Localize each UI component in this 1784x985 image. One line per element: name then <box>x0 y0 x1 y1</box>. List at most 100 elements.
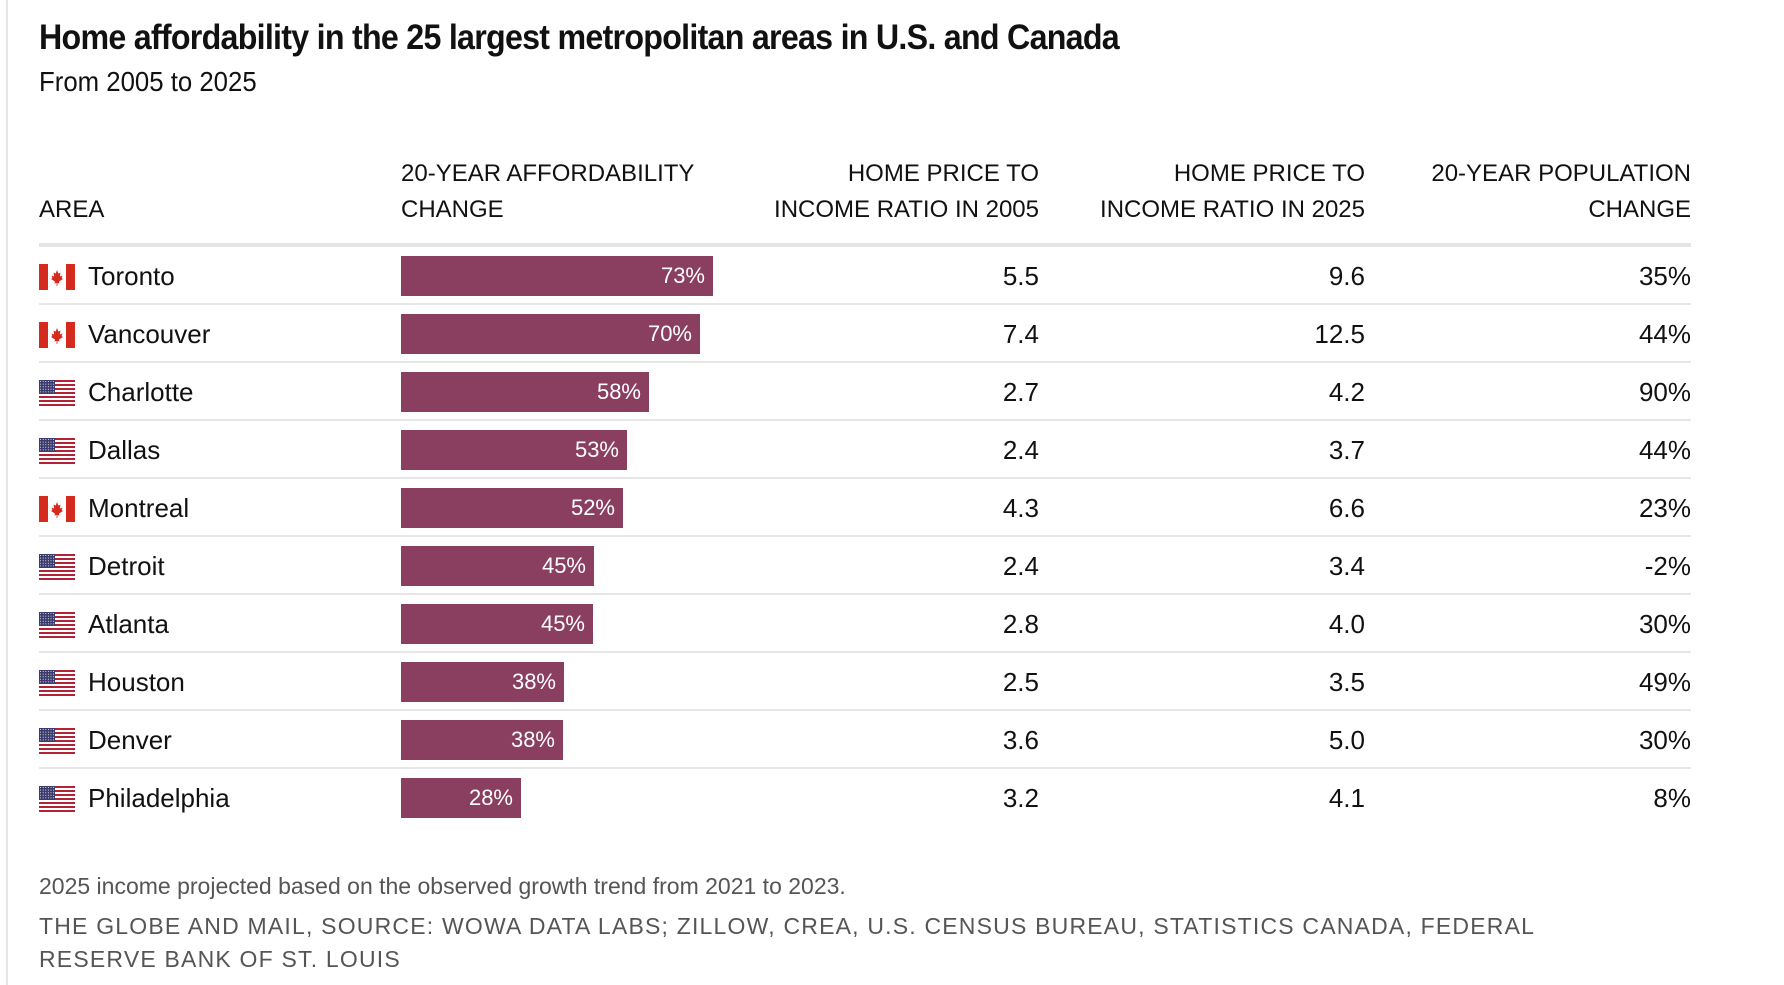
table-row: Detroit 45% 2.4 3.4 -2% <box>39 537 1691 595</box>
table-row: Montreal 52% 4.3 6.6 23% <box>39 479 1691 537</box>
us-flag-icon <box>39 380 75 406</box>
population-change-value: 30% <box>1638 725 1691 755</box>
affordability-bar-label: 70% <box>647 321 692 346</box>
canada-flag-icon <box>39 264 75 290</box>
area-name: Vancouver <box>88 319 211 349</box>
ratio-2005-value: 7.4 <box>1002 319 1039 349</box>
header-ratio-2025: HOME PRICE TO INCOME RATIO IN 2025 <box>1065 156 1365 228</box>
table-row: Toronto 73% 5.5 9.6 35% <box>39 247 1691 305</box>
ratio-2005-value: 4.3 <box>1002 493 1039 523</box>
area-name: Montreal <box>88 493 190 523</box>
population-change-value: 8% <box>1653 783 1691 813</box>
header-ratio-2005: HOME PRICE TO INCOME RATIO IN 2005 <box>739 156 1039 228</box>
ratio-2025-value: 3.5 <box>1328 667 1365 697</box>
affordability-bar-label: 38% <box>510 727 555 752</box>
row-divider <box>39 361 1691 363</box>
row-divider <box>39 767 1691 769</box>
affordability-bar: 52% <box>401 488 623 528</box>
ratio-2025-value: 6.6 <box>1328 493 1365 523</box>
affordability-bar-label: 73% <box>660 263 705 288</box>
ratio-2025-value: 12.5 <box>1314 319 1365 349</box>
us-flag-icon <box>39 438 75 464</box>
area-name: Detroit <box>88 551 165 581</box>
affordability-bar: 38% <box>401 720 563 760</box>
ratio-2025-value: 4.1 <box>1328 783 1365 813</box>
source-credit: THE GLOBE AND MAIL, SOURCE: WOWA DATA LA… <box>39 913 1535 972</box>
table-row: Houston 38% 2.5 3.5 49% <box>39 653 1691 711</box>
header-population-line1: 20-YEAR POPULATION <box>1431 160 1691 187</box>
us-flag-icon <box>39 612 75 638</box>
header-ratio-2005-line1: HOME PRICE TO <box>847 160 1039 187</box>
affordability-bar-label: 52% <box>570 495 615 520</box>
ratio-2025-value: 9.6 <box>1328 261 1365 291</box>
us-flag-icon <box>39 670 75 696</box>
affordability-bar: 70% <box>401 314 700 354</box>
table-row: Denver 38% 3.6 5.0 30% <box>39 711 1691 769</box>
header-rule <box>39 243 1691 247</box>
canada-flag-icon <box>39 496 75 522</box>
affordability-bar: 45% <box>401 604 593 644</box>
area-name: Atlanta <box>88 609 169 639</box>
ratio-2005-value: 2.4 <box>1002 435 1039 465</box>
header-affordability-line2: CHANGE <box>401 196 504 223</box>
footnote: 2025 income projected based on the obser… <box>39 873 846 899</box>
population-change-value: 44% <box>1638 319 1691 349</box>
table-row: Dallas 53% 2.4 3.7 44% <box>39 421 1691 479</box>
population-change-value: 90% <box>1638 377 1691 407</box>
ratio-2005-value: 2.7 <box>1002 377 1039 407</box>
population-change-value: 44% <box>1638 435 1691 465</box>
ratio-2025-value: 3.7 <box>1328 435 1365 465</box>
ratio-2005-value: 3.6 <box>1002 725 1039 755</box>
population-change-value: 23% <box>1638 493 1691 523</box>
row-divider <box>39 303 1691 305</box>
header-area-label: AREA <box>39 196 105 223</box>
table-row: Charlotte 58% 2.7 4.2 90% <box>39 363 1691 421</box>
ratio-2005-value: 5.5 <box>1002 261 1039 291</box>
area-name: Charlotte <box>88 377 194 407</box>
us-flag-icon <box>39 786 75 812</box>
canada-flag-icon <box>39 322 75 348</box>
ratio-2025-value: 3.4 <box>1328 551 1365 581</box>
ratio-2025-value: 5.0 <box>1328 725 1365 755</box>
row-divider <box>39 419 1691 421</box>
affordability-bar: 53% <box>401 430 627 470</box>
ratio-2005-value: 2.5 <box>1002 667 1039 697</box>
area-name: Denver <box>88 725 172 755</box>
affordability-bar: 45% <box>401 546 594 586</box>
affordability-bar-label: 58% <box>596 379 641 404</box>
header-area: AREA <box>39 156 104 228</box>
population-change-value: 35% <box>1638 261 1691 291</box>
chart-title: Home affordability in the 25 largest met… <box>39 18 1120 57</box>
area-name: Dallas <box>88 435 161 465</box>
header-ratio-2025-line2: INCOME RATIO IN 2025 <box>1100 196 1365 223</box>
area-name: Toronto <box>88 261 175 291</box>
ratio-2005-value: 3.2 <box>1002 783 1039 813</box>
chart-subtitle: From 2005 to 2025 <box>39 66 257 97</box>
affordability-bar-label: 28% <box>468 785 513 810</box>
affordability-bar: 28% <box>401 778 521 818</box>
ratio-2005-value: 2.4 <box>1002 551 1039 581</box>
row-divider <box>39 651 1691 653</box>
population-change-value: 49% <box>1638 667 1691 697</box>
affordability-bar-label: 53% <box>574 437 619 462</box>
area-name: Philadelphia <box>88 783 230 813</box>
table-row: Philadelphia 28% 3.2 4.1 8% <box>39 769 1691 827</box>
affordability-bar-label: 45% <box>540 611 585 636</box>
affordability-bar: 73% <box>401 256 713 296</box>
us-flag-icon <box>39 728 75 754</box>
affordability-bar-label: 38% <box>511 669 556 694</box>
affordability-bar: 58% <box>401 372 649 412</box>
affordability-bar-label: 45% <box>541 553 586 578</box>
population-change-value: 30% <box>1638 609 1691 639</box>
area-name: Houston <box>88 667 185 697</box>
table-row: Vancouver 70% 7.4 12.5 44% <box>39 305 1691 363</box>
row-divider <box>39 477 1691 479</box>
table-row: Atlanta 45% 2.8 4.0 30% <box>39 595 1691 653</box>
population-change-value: -2% <box>1644 551 1691 581</box>
header-affordability-line1: 20-YEAR AFFORDABILITY <box>401 160 695 187</box>
ratio-2005-value: 2.8 <box>1002 609 1039 639</box>
header-population: 20-YEAR POPULATION CHANGE <box>1391 156 1691 228</box>
ratio-2025-value: 4.0 <box>1328 609 1365 639</box>
header-ratio-2005-line2: INCOME RATIO IN 2005 <box>774 196 1039 223</box>
row-divider <box>39 709 1691 711</box>
